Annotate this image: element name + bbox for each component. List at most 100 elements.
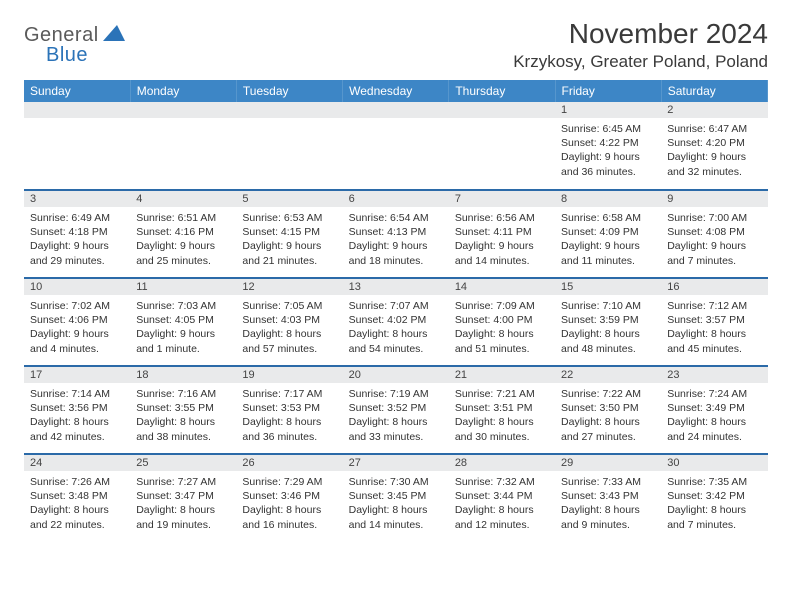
calendar-cell: 22Sunrise: 7:22 AMSunset: 3:50 PMDayligh… <box>555 366 661 454</box>
day-details: Sunrise: 7:03 AMSunset: 4:05 PMDaylight:… <box>130 296 236 360</box>
daylight-text: Daylight: 8 hours and 19 minutes. <box>136 503 230 531</box>
calendar-cell: 21Sunrise: 7:21 AMSunset: 3:51 PMDayligh… <box>449 366 555 454</box>
sunrise-text: Sunrise: 6:51 AM <box>136 211 230 225</box>
daylight-text: Daylight: 8 hours and 36 minutes. <box>242 415 336 443</box>
day-number: 6 <box>343 191 449 208</box>
sunrise-text: Sunrise: 7:02 AM <box>30 299 124 313</box>
day-number: 4 <box>130 191 236 208</box>
daylight-text: Daylight: 9 hours and 4 minutes. <box>30 327 124 355</box>
day-number <box>130 102 236 119</box>
brand-name-2-wrap: Blue <box>46 44 88 67</box>
calendar-cell: 17Sunrise: 7:14 AMSunset: 3:56 PMDayligh… <box>24 366 130 454</box>
daylight-text: Daylight: 8 hours and 42 minutes. <box>30 415 124 443</box>
day-number: 1 <box>555 102 661 119</box>
day-details: Sunrise: 7:21 AMSunset: 3:51 PMDaylight:… <box>449 384 555 448</box>
daylight-text: Daylight: 9 hours and 7 minutes. <box>667 239 761 267</box>
sunset-text: Sunset: 4:13 PM <box>349 225 443 239</box>
sunset-text: Sunset: 3:57 PM <box>667 313 761 327</box>
sunset-text: Sunset: 3:53 PM <box>242 401 336 415</box>
title-block: November 2024 Krzykosy, Greater Poland, … <box>513 18 768 72</box>
calendar-head: SundayMondayTuesdayWednesdayThursdayFrid… <box>24 80 768 102</box>
weekday-header: Friday <box>555 80 661 102</box>
day-number: 27 <box>343 455 449 472</box>
sunset-text: Sunset: 4:15 PM <box>242 225 336 239</box>
calendar-cell: 24Sunrise: 7:26 AMSunset: 3:48 PMDayligh… <box>24 454 130 542</box>
sunrise-text: Sunrise: 7:03 AM <box>136 299 230 313</box>
day-details: Sunrise: 7:33 AMSunset: 3:43 PMDaylight:… <box>555 472 661 536</box>
calendar-week-row: 17Sunrise: 7:14 AMSunset: 3:56 PMDayligh… <box>24 366 768 454</box>
sunrise-text: Sunrise: 7:00 AM <box>667 211 761 225</box>
day-number: 5 <box>236 191 342 208</box>
day-details: Sunrise: 7:02 AMSunset: 4:06 PMDaylight:… <box>24 296 130 360</box>
day-number: 29 <box>555 455 661 472</box>
sunset-text: Sunset: 3:59 PM <box>561 313 655 327</box>
day-details: Sunrise: 7:35 AMSunset: 3:42 PMDaylight:… <box>661 472 767 536</box>
daylight-text: Daylight: 8 hours and 54 minutes. <box>349 327 443 355</box>
sunset-text: Sunset: 4:09 PM <box>561 225 655 239</box>
day-number: 11 <box>130 279 236 296</box>
daylight-text: Daylight: 8 hours and 24 minutes. <box>667 415 761 443</box>
sunset-text: Sunset: 4:20 PM <box>667 136 761 150</box>
day-details: Sunrise: 6:45 AMSunset: 4:22 PMDaylight:… <box>555 119 661 183</box>
calendar-cell <box>236 102 342 190</box>
calendar-cell: 10Sunrise: 7:02 AMSunset: 4:06 PMDayligh… <box>24 278 130 366</box>
calendar-cell: 27Sunrise: 7:30 AMSunset: 3:45 PMDayligh… <box>343 454 449 542</box>
calendar-cell: 30Sunrise: 7:35 AMSunset: 3:42 PMDayligh… <box>661 454 767 542</box>
sunset-text: Sunset: 3:56 PM <box>30 401 124 415</box>
sunrise-text: Sunrise: 7:24 AM <box>667 387 761 401</box>
sunrise-text: Sunrise: 7:22 AM <box>561 387 655 401</box>
calendar-cell: 5Sunrise: 6:53 AMSunset: 4:15 PMDaylight… <box>236 190 342 278</box>
sunset-text: Sunset: 4:05 PM <box>136 313 230 327</box>
day-details: Sunrise: 7:30 AMSunset: 3:45 PMDaylight:… <box>343 472 449 536</box>
daylight-text: Daylight: 8 hours and 16 minutes. <box>242 503 336 531</box>
sunset-text: Sunset: 3:55 PM <box>136 401 230 415</box>
daylight-text: Daylight: 9 hours and 25 minutes. <box>136 239 230 267</box>
calendar-cell <box>343 102 449 190</box>
day-number: 24 <box>24 455 130 472</box>
sunrise-text: Sunrise: 7:35 AM <box>667 475 761 489</box>
weekday-header: Monday <box>130 80 236 102</box>
sunrise-text: Sunrise: 6:58 AM <box>561 211 655 225</box>
sunset-text: Sunset: 3:48 PM <box>30 489 124 503</box>
day-details: Sunrise: 7:16 AMSunset: 3:55 PMDaylight:… <box>130 384 236 448</box>
sunset-text: Sunset: 4:03 PM <box>242 313 336 327</box>
day-details: Sunrise: 6:56 AMSunset: 4:11 PMDaylight:… <box>449 208 555 272</box>
sunrise-text: Sunrise: 6:49 AM <box>30 211 124 225</box>
daylight-text: Daylight: 8 hours and 22 minutes. <box>30 503 124 531</box>
daylight-text: Daylight: 8 hours and 27 minutes. <box>561 415 655 443</box>
sunset-text: Sunset: 3:46 PM <box>242 489 336 503</box>
calendar-cell: 8Sunrise: 6:58 AMSunset: 4:09 PMDaylight… <box>555 190 661 278</box>
day-number: 22 <box>555 367 661 384</box>
day-number <box>24 102 130 119</box>
sunrise-text: Sunrise: 7:07 AM <box>349 299 443 313</box>
day-number: 21 <box>449 367 555 384</box>
sunset-text: Sunset: 4:02 PM <box>349 313 443 327</box>
weekday-row: SundayMondayTuesdayWednesdayThursdayFrid… <box>24 80 768 102</box>
day-number <box>449 102 555 119</box>
day-number <box>236 102 342 119</box>
day-details: Sunrise: 7:17 AMSunset: 3:53 PMDaylight:… <box>236 384 342 448</box>
calendar-cell <box>130 102 236 190</box>
day-details: Sunrise: 6:58 AMSunset: 4:09 PMDaylight:… <box>555 208 661 272</box>
sunrise-text: Sunrise: 7:29 AM <box>242 475 336 489</box>
day-number: 30 <box>661 455 767 472</box>
daylight-text: Daylight: 8 hours and 48 minutes. <box>561 327 655 355</box>
calendar-cell: 28Sunrise: 7:32 AMSunset: 3:44 PMDayligh… <box>449 454 555 542</box>
calendar-cell: 14Sunrise: 7:09 AMSunset: 4:00 PMDayligh… <box>449 278 555 366</box>
brand-triangle-icon <box>103 25 125 46</box>
sunset-text: Sunset: 3:44 PM <box>455 489 549 503</box>
daylight-text: Daylight: 9 hours and 21 minutes. <box>242 239 336 267</box>
day-details: Sunrise: 6:53 AMSunset: 4:15 PMDaylight:… <box>236 208 342 272</box>
weekday-header: Tuesday <box>236 80 342 102</box>
sunrise-text: Sunrise: 7:33 AM <box>561 475 655 489</box>
day-details: Sunrise: 7:10 AMSunset: 3:59 PMDaylight:… <box>555 296 661 360</box>
daylight-text: Daylight: 8 hours and 7 minutes. <box>667 503 761 531</box>
sunset-text: Sunset: 3:51 PM <box>455 401 549 415</box>
calendar-week-row: 24Sunrise: 7:26 AMSunset: 3:48 PMDayligh… <box>24 454 768 542</box>
calendar-cell: 20Sunrise: 7:19 AMSunset: 3:52 PMDayligh… <box>343 366 449 454</box>
header: General November 2024 Krzykosy, Greater … <box>24 18 768 72</box>
sunrise-text: Sunrise: 6:56 AM <box>455 211 549 225</box>
calendar-cell: 11Sunrise: 7:03 AMSunset: 4:05 PMDayligh… <box>130 278 236 366</box>
sunrise-text: Sunrise: 6:45 AM <box>561 122 655 136</box>
weekday-header: Saturday <box>661 80 767 102</box>
